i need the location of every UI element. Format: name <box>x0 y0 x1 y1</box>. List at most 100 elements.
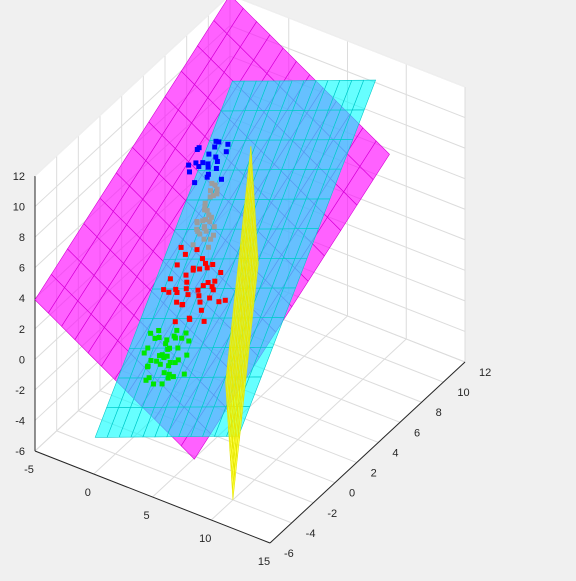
data-point <box>207 295 213 301</box>
data-point <box>173 286 179 292</box>
data-point <box>203 260 208 266</box>
z-tick-label: 4 <box>19 293 25 305</box>
data-point <box>141 350 147 356</box>
data-point <box>213 166 219 171</box>
data-point <box>202 224 208 230</box>
surface-cell <box>351 79 377 111</box>
data-point <box>151 381 156 387</box>
data-point <box>152 335 158 341</box>
y-tick-label: -4 <box>306 528 316 540</box>
data-point <box>195 287 201 293</box>
data-point <box>211 232 216 238</box>
y-tick-label: 12 <box>479 367 491 379</box>
data-point <box>185 292 191 298</box>
z-tick-label: 12 <box>13 171 25 183</box>
y-tick-label: -2 <box>327 508 337 520</box>
data-point <box>187 316 193 322</box>
z-tick-label: 2 <box>19 324 25 336</box>
data-point <box>218 270 224 275</box>
data-point <box>161 287 167 293</box>
data-point <box>210 193 216 199</box>
data-point <box>186 338 192 344</box>
data-point <box>202 207 208 213</box>
data-point <box>205 280 211 285</box>
z-tick-label: -6 <box>15 446 25 458</box>
data-point <box>165 375 171 381</box>
data-point <box>208 236 214 242</box>
y-tick-label: 8 <box>436 407 442 419</box>
x-tick-label: 0 <box>85 487 91 499</box>
data-point <box>167 276 173 282</box>
data-point <box>182 251 188 257</box>
data-point <box>194 247 200 253</box>
y-tick-label: 0 <box>349 488 355 500</box>
data-point <box>180 302 186 307</box>
data-point <box>175 345 181 351</box>
data-point <box>166 371 172 377</box>
data-point <box>190 242 196 248</box>
data-point <box>174 299 180 305</box>
data-point <box>208 188 213 194</box>
y-tick-label: -6 <box>284 548 294 560</box>
data-point <box>167 360 173 365</box>
data-point <box>156 328 162 333</box>
data-point <box>209 284 215 290</box>
data-point <box>205 171 211 177</box>
data-point <box>212 144 218 150</box>
data-point <box>145 364 150 370</box>
data-point <box>209 180 215 186</box>
data-point <box>186 162 192 168</box>
y-grid-floor <box>56 430 292 524</box>
data-point <box>174 262 180 268</box>
data-point <box>201 318 207 324</box>
data-point <box>154 358 160 364</box>
data-point <box>166 363 172 369</box>
data-point <box>194 147 200 152</box>
data-point <box>172 360 178 366</box>
data-point <box>157 361 163 367</box>
z-tick-label: 10 <box>13 202 25 214</box>
series-3 <box>190 180 220 250</box>
data-point <box>210 262 216 267</box>
surface <box>225 146 259 500</box>
data-point <box>213 138 219 144</box>
data-point <box>181 371 187 377</box>
data-point <box>197 266 203 272</box>
series-2 <box>141 327 192 387</box>
z-tick-label: -4 <box>15 415 25 427</box>
data-point <box>183 330 189 336</box>
data-point <box>157 353 162 359</box>
data-point <box>211 224 217 230</box>
top-edge <box>34 0 466 177</box>
data-point <box>178 244 184 250</box>
surface-cell <box>255 253 259 284</box>
data-point <box>203 228 209 234</box>
data-point <box>143 377 149 383</box>
data-point <box>210 287 216 293</box>
data-point <box>219 176 224 182</box>
axis-line <box>269 361 466 544</box>
data-point <box>194 220 200 226</box>
y-tick-label: 10 <box>457 387 469 399</box>
data-point <box>145 345 151 351</box>
data-point <box>159 381 165 387</box>
data-point <box>174 290 180 295</box>
data-point <box>183 286 189 292</box>
data-point <box>198 307 204 313</box>
series-0 <box>161 244 228 325</box>
data-point <box>216 299 222 305</box>
data-point <box>164 337 170 343</box>
data-point <box>175 357 181 363</box>
data-point <box>200 256 205 262</box>
data-point <box>214 191 220 197</box>
data-point <box>207 219 213 225</box>
data-point <box>204 174 210 180</box>
data-point <box>205 161 211 167</box>
data-point <box>146 375 152 381</box>
data-point <box>202 204 208 209</box>
data-point <box>190 265 196 271</box>
data-point <box>171 333 177 339</box>
z-tick-label: 6 <box>19 263 25 275</box>
data-point <box>187 169 192 175</box>
